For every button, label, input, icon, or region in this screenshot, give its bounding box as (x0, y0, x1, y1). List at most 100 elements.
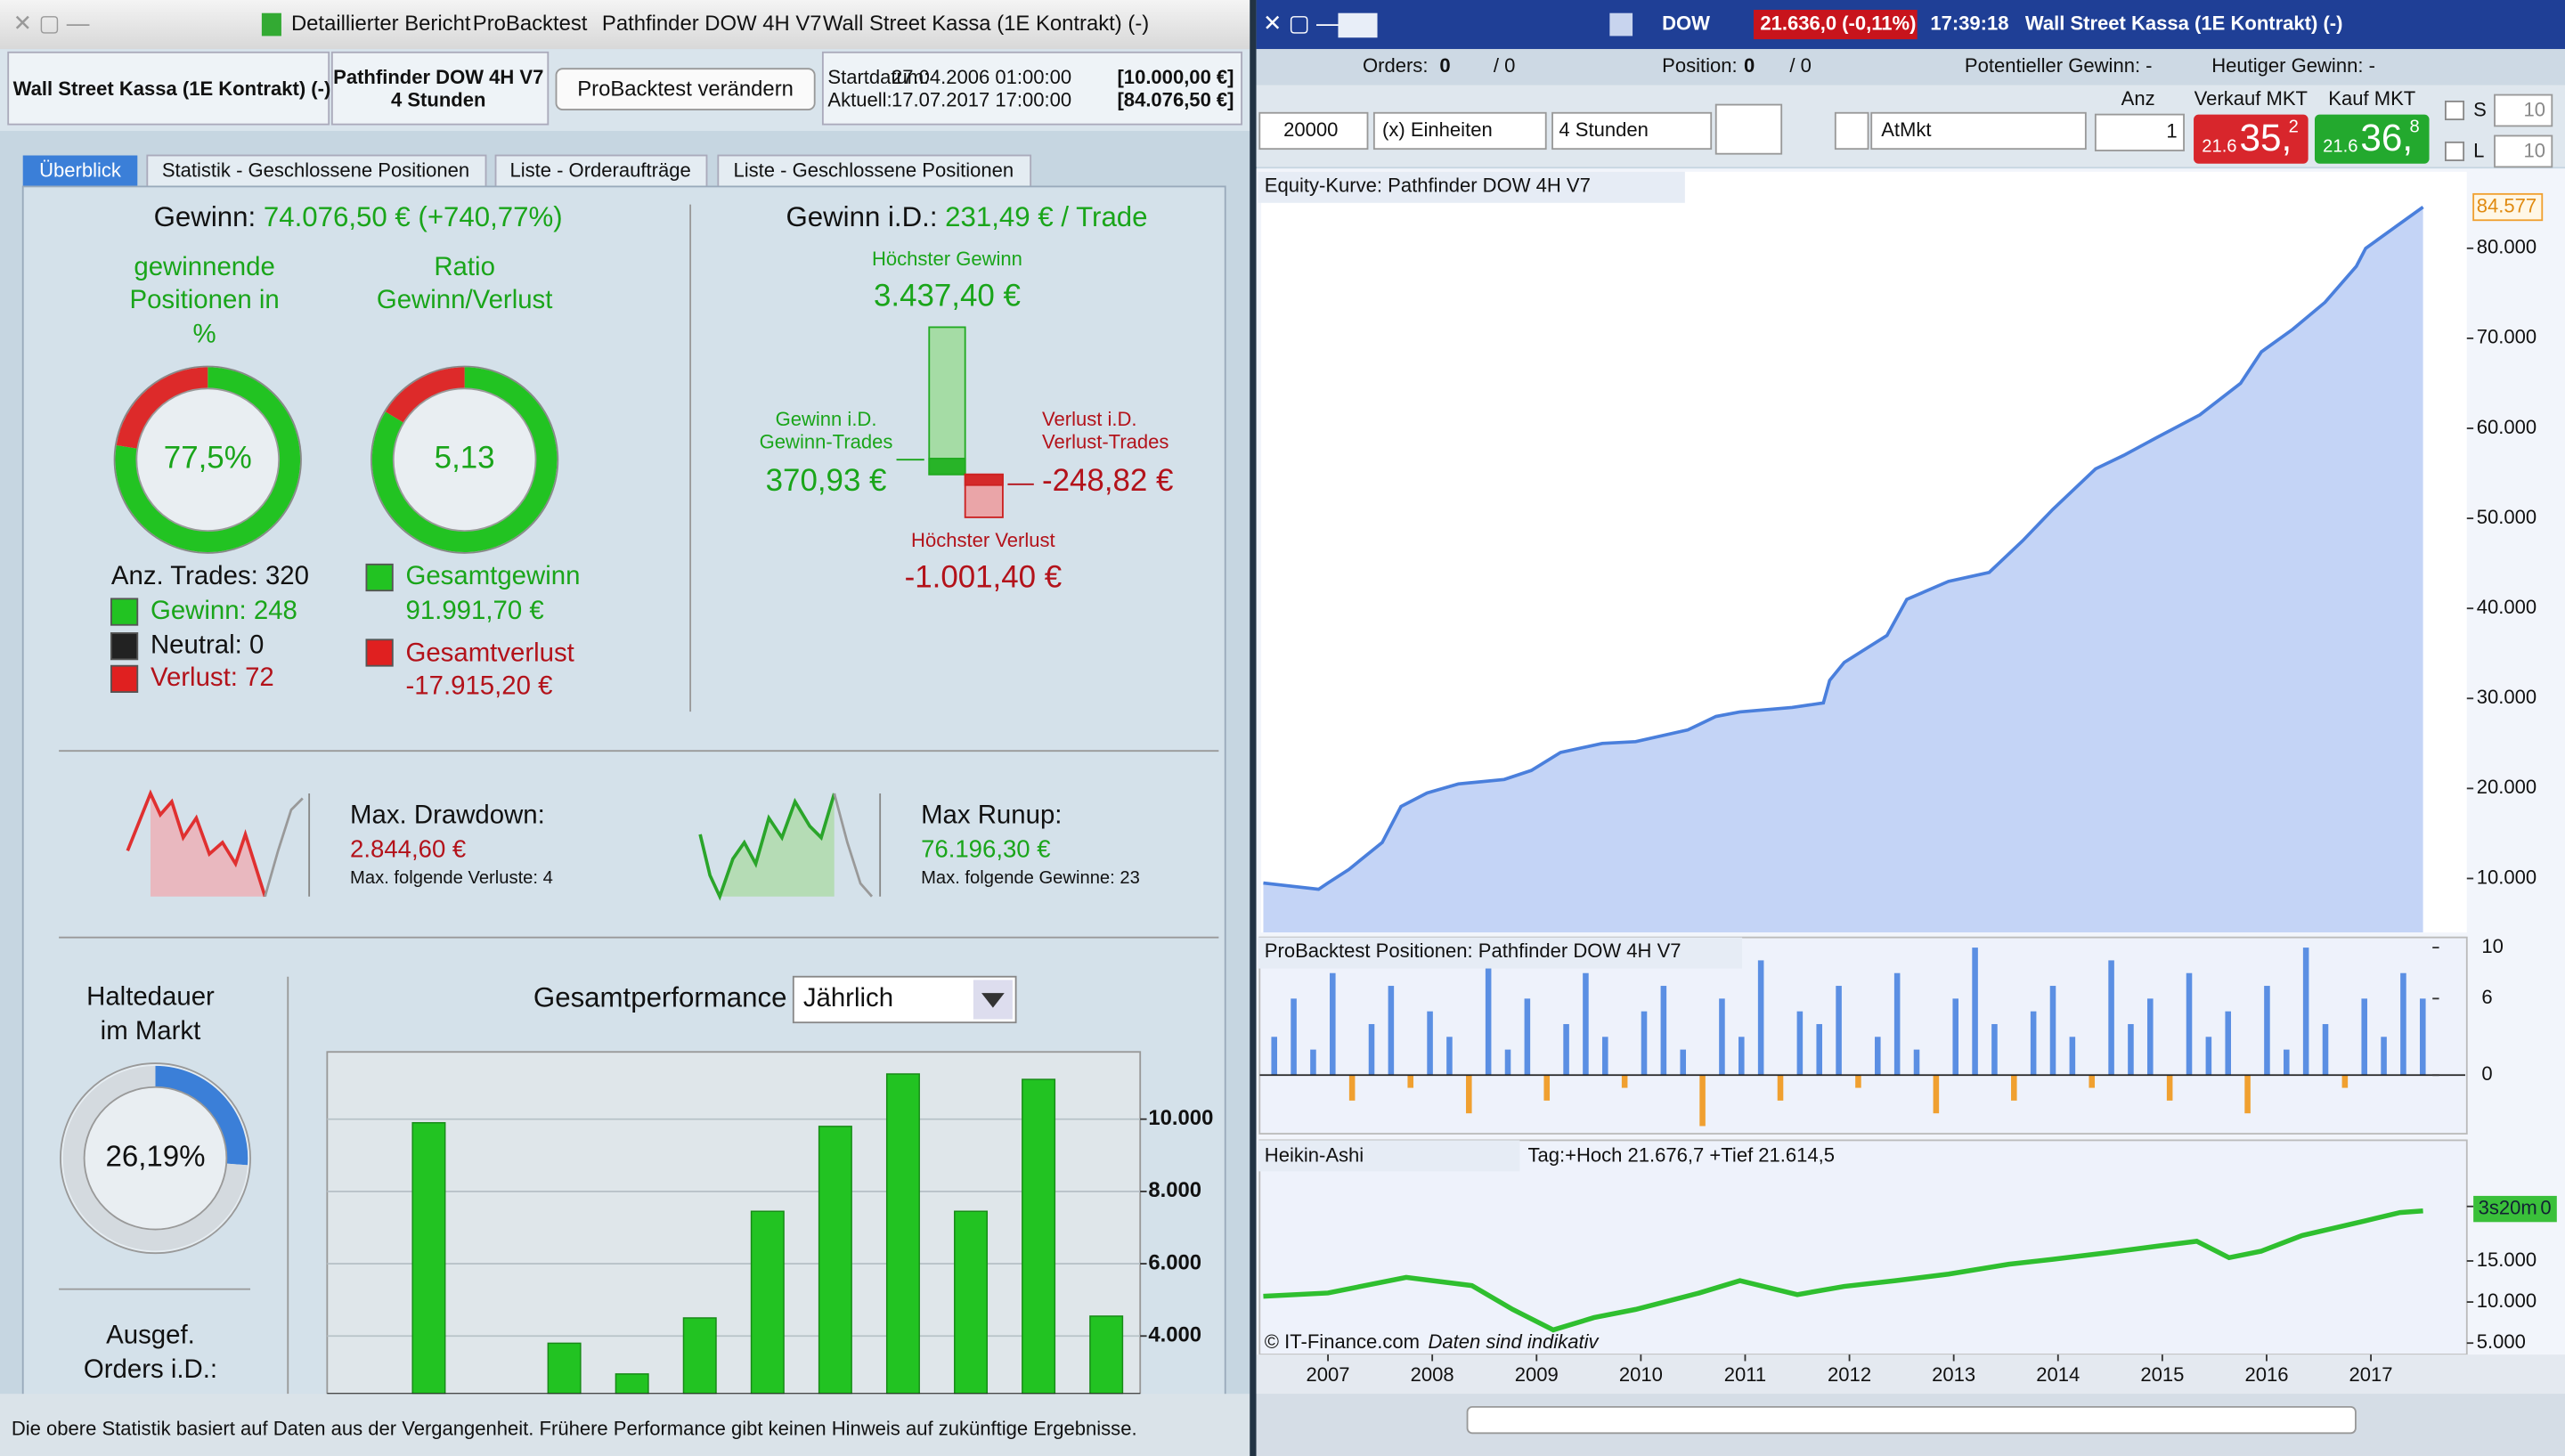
panel-header (1258, 937, 1743, 969)
drawdown-label: Max. Drawdown: (350, 800, 545, 829)
modify-button[interactable] (555, 68, 816, 111)
bar (2284, 1049, 2290, 1076)
y-tick-label: 6 (2481, 986, 2492, 1008)
amount-input[interactable] (2094, 113, 2185, 151)
tab-active[interactable] (22, 155, 138, 189)
x-tick-label: 2015 (2140, 1363, 2184, 1386)
x-tick-label: 2012 (1828, 1363, 1871, 1386)
best-label: Höchster Gewinn (872, 248, 1022, 270)
modify-button-label[interactable]: ProBacktest verändern (577, 77, 794, 101)
stop-checkbox[interactable] (2445, 100, 2465, 121)
holding-label: Haltedauer (86, 981, 215, 1011)
unit[interactable]: (x) Einheiten (1382, 118, 1493, 141)
bar (1291, 998, 1297, 1076)
sell-price[interactable]: 35, (2239, 117, 2292, 159)
amount[interactable]: 1 (2166, 120, 2177, 142)
x-tick-label: 2008 (1411, 1363, 1454, 1386)
bar (1368, 1023, 1375, 1076)
stop-input[interactable] (2494, 94, 2553, 127)
tab-label[interactable]: Überblick (39, 159, 122, 182)
strategy-box (330, 51, 550, 126)
performance-label: Gesamtperformance (533, 982, 787, 1013)
title-part: Wall Street Kassa (1E Kontrakt) (-) (823, 12, 1149, 36)
tool-button[interactable] (1834, 111, 1869, 150)
runup-label: Max Runup: (921, 800, 1062, 829)
buy-button[interactable] (2314, 114, 2430, 164)
bar (1991, 1023, 1998, 1076)
countdown-value: 0 (2540, 1196, 2551, 1218)
window-controls[interactable]: ✕ ▢ — (1263, 11, 1340, 36)
bar (2205, 1037, 2212, 1076)
tab[interactable] (146, 154, 487, 190)
drawdown-streak: Max. folgende Verluste: 4 (350, 868, 553, 888)
tab-label[interactable]: Liste - Geschlossene Positionen (733, 159, 1014, 182)
bar (2225, 1011, 2232, 1076)
splitter[interactable] (1250, 0, 1257, 1456)
stop-value[interactable]: 10 (2523, 99, 2545, 121)
order-type[interactable]: AtMkt (1881, 118, 1931, 141)
worst-value: -1.001,40 € (905, 560, 1063, 595)
timeframe-select[interactable] (1551, 111, 1713, 150)
unit-select[interactable] (1372, 111, 1547, 150)
gain-loss-bar (964, 473, 1004, 486)
buy-price[interactable]: 36, (2360, 117, 2413, 159)
y-tick-label: 40.000 (2477, 596, 2536, 618)
keyboard-icon[interactable] (1338, 12, 1378, 38)
orders-label: Orders: (1363, 54, 1428, 77)
disclaimer: Daten sind indikativ (1428, 1330, 1600, 1353)
win-rate-label: gewinnende (134, 252, 274, 281)
sell-price[interactable]: 2 (2289, 118, 2299, 137)
quantity-input[interactable] (1258, 111, 1369, 150)
sell-label: Verkauf MKT (2194, 87, 2308, 110)
limit-checkbox[interactable] (2445, 141, 2465, 161)
quantity[interactable]: 20000 (1283, 118, 1338, 141)
bar (1796, 1011, 1804, 1076)
window-controls[interactable]: ✕ ▢ — (13, 11, 90, 36)
plot-layer (1263, 206, 2424, 933)
dropdown-arrow (981, 993, 1005, 1008)
limit-input[interactable] (2494, 134, 2553, 168)
sell-button[interactable] (2194, 114, 2308, 164)
bar (2302, 948, 2309, 1076)
price: 21.636,0 (-0,11%) (1760, 12, 1916, 34)
bar (2128, 1023, 2134, 1076)
bar (2186, 972, 2193, 1076)
buy-price[interactable]: 8 (2410, 118, 2420, 137)
donut-segment (385, 367, 466, 424)
price-box (1753, 10, 1918, 40)
heikin-info: Tag:+Hoch 21.676,7 +Tief 21.614,5 (1528, 1144, 1836, 1167)
bar (1855, 1075, 1861, 1088)
sell-price[interactable]: 21.6 (2202, 137, 2236, 157)
indicator-button[interactable] (1714, 103, 1783, 155)
bar (2069, 1037, 2076, 1076)
y-tick-label: 10 (2481, 935, 2504, 957)
positions-title: ProBacktest Positionen: Pathfinder DOW 4… (1265, 939, 1682, 962)
bar (547, 1342, 582, 1395)
scrollbar[interactable] (1466, 1405, 2357, 1435)
avg-win-label: Gewinn i.D. (776, 408, 877, 430)
bar (1719, 998, 1725, 1076)
bar (2011, 1075, 2017, 1101)
bar (2147, 998, 2154, 1076)
bar (954, 1210, 989, 1395)
drawdown-line-gray (264, 797, 304, 898)
order-type-select[interactable] (1870, 111, 2087, 150)
buy-price[interactable]: 21.6 (2323, 137, 2357, 157)
instrument-box (7, 51, 330, 126)
period[interactable]: Jährlich (803, 983, 893, 1013)
bar (1407, 1075, 1414, 1088)
start-value: [10.000,00 €] (1117, 66, 1234, 88)
drawdown-line (126, 789, 267, 898)
bar (1641, 1011, 1648, 1076)
limit-value[interactable]: 10 (2523, 140, 2545, 162)
legend-swatch (365, 563, 394, 592)
bar (1660, 986, 1667, 1076)
instrument-icon[interactable] (1609, 12, 1633, 37)
timeframe[interactable]: 4 Stunden (1559, 118, 1648, 141)
report-icon (261, 12, 281, 37)
tab-label[interactable]: Liste - Orderaufträge (509, 159, 690, 182)
tab-label[interactable]: Statistik - Geschlossene Positionen (162, 159, 469, 182)
orders-label: Ausgef. (106, 1321, 195, 1350)
bar (1893, 972, 1901, 1076)
